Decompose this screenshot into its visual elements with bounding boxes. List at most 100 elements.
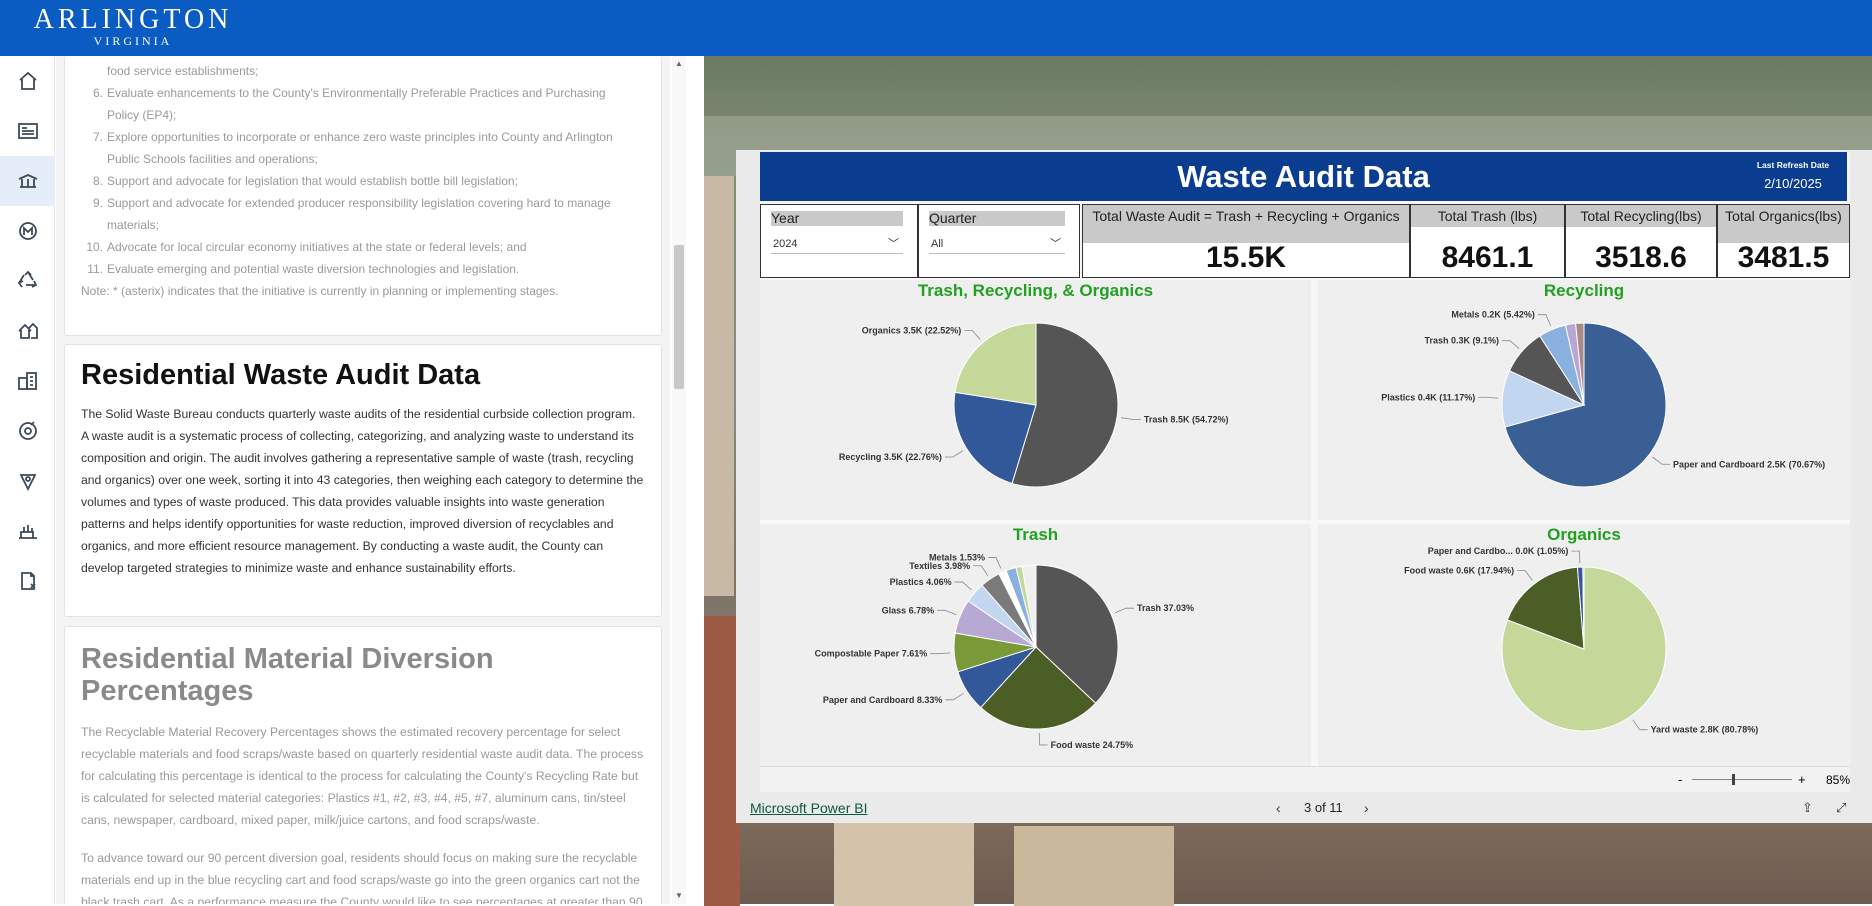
pie-leader-line [1120,417,1141,420]
pie-svg[interactable]: Trash 8.5K (54.72%) Recycling 3.5K (22.76… [760,280,1311,520]
pie-slice[interactable] [1504,322,1667,488]
scroll-down-arrow[interactable]: ▼ [675,891,683,900]
nav-buildings[interactable] [0,356,55,406]
pie-svg[interactable]: Yard waste 2.8K (80.78%) Food waste 0.6K … [1318,524,1850,766]
map-pin-icon [19,474,36,492]
powerbi-link[interactable]: Microsoft Power BI [750,800,868,816]
initiative-text: Support and advocate for extended produc… [107,196,611,210]
quarter-dropdown[interactable]: All ﹀ [929,234,1065,254]
pie-slice[interactable] [1501,566,1667,732]
initiative-item: 9. Support and advocate for extended prod… [81,192,645,214]
powerbi-footer: Microsoft Power BI ‹ 3 of 11 › ⇪ ⤢ [736,793,1872,823]
kpi-total-trash-value: 8461.1 [1441,241,1534,274]
pie-leader-line [1632,719,1648,731]
year-filter: Year 2024 ﹀ [760,204,918,278]
pie-slice[interactable] [1575,322,1585,406]
initiative-text: Support and advocate for legislation tha… [107,174,518,188]
kpi-total-audit-value: 15.5K [1205,241,1287,274]
pie-slice[interactable] [1021,564,1037,648]
zoom-minus[interactable]: - [1678,772,1683,787]
kpi-total-organics: Total Organics(lbs) 3481.5 [1717,204,1850,278]
kpi-total-audit: Total Waste Audit = Trash + Recycling + … [1082,204,1410,278]
pie-slice[interactable] [954,322,1037,406]
pie-slice-label: Trash 37.03% [1137,603,1194,613]
nav-waste[interactable] [0,156,55,206]
diversion-body-2: To advance toward our 90 percent diversi… [81,851,643,904]
refresh-box: Last Refresh Date 2/10/2025 [1743,156,1843,197]
initiative-item: 10. Advocate for local circular economy i… [81,236,645,258]
nav-parks[interactable] [0,406,55,456]
zoom-plus[interactable]: + [1798,772,1806,787]
pie-slice[interactable] [1506,566,1585,650]
powerbi-embed: Waste Audit Data Last Refresh Date 2/10/… [736,150,1872,823]
initiatives-list: food service establishments; 6. Evaluate e… [81,60,645,280]
logo-line1: ARLINGTON [33,4,233,35]
pie-svg[interactable]: Paper and Cardboard 2.5K (70.67%) Plastic… [1318,280,1850,520]
pie-slice[interactable] [953,391,1037,485]
nav-document[interactable] [0,556,55,606]
audit-section-title: Residential Waste Audit Data [81,359,481,391]
nav-food[interactable] [0,506,55,556]
pie-slice-label: Metals 0.2K (5.42%) [1451,310,1535,320]
pie-slice[interactable] [1035,564,1119,704]
year-dropdown[interactable]: 2024 ﹀ [771,234,903,254]
initiative-item: 7. Explore opportunities to incorporate o… [81,126,645,148]
pie-svg[interactable]: Trash 37.03% Food waste 24.75% Paper and C… [760,524,1311,766]
pie-leader-line [1571,550,1581,564]
pie-leader-line [930,652,951,655]
fullscreen-icon[interactable]: ⤢ [1836,800,1847,815]
share-icon[interactable]: ⇪ [1802,800,1813,815]
initiative-item: materials; [81,214,645,236]
prev-page-icon[interactable]: ‹ [1276,800,1281,816]
housing-icon [17,322,38,339]
main-content: food service establishments; 6. Evaluate e… [56,56,670,904]
pie-slice-label: Yard waste 2.8K (80.78%) [1651,725,1759,735]
initiative-text: Advocate for local circular economy init… [107,240,527,254]
pie-slice-label: Recycling 3.5K (22.76%) [839,452,942,462]
pie-slice-label: Paper and Cardboard 2.5K (70.67%) [1673,459,1825,469]
scroll-up-arrow[interactable]: ▲ [675,59,683,68]
nav-metro[interactable] [0,206,55,256]
audit-card: Residential Waste Audit Data The Solid W… [64,344,662,617]
chart-trash-recycling-organics: Trash, Recycling, & Organics Trash 8.5K … [760,280,1311,520]
next-page-icon[interactable]: › [1364,800,1369,816]
report-titlebar: Waste Audit Data Last Refresh Date 2/10/… [760,152,1847,201]
zoom-level: 85% [1826,773,1851,787]
left-nav [0,56,55,904]
pie-slice-label: Textiles 3.98% [909,561,970,571]
zoom-slider[interactable] [1692,779,1792,780]
arlington-logo[interactable]: ARLINGTON VIRGINIA [22,4,244,48]
report-canvas: Waste Audit Data Last Refresh Date 2/10/… [760,152,1850,766]
pie-slice[interactable] [1582,566,1585,650]
chart-title: Trash, Recycling, & Organics [917,281,1154,300]
nav-news[interactable] [0,106,55,156]
pie-slice-label: Organics 3.5K (22.52%) [862,326,962,336]
initiative-text: Explore opportunities to incorporate or … [107,130,613,144]
pie-slice[interactable] [1011,322,1119,488]
quarter-filter: Quarter All ﹀ [918,204,1080,278]
initiative-number: 10. [86,240,103,254]
pie-slice-label: Paper and Cardboard 8.33% [823,695,943,705]
pie-leader-line [1114,607,1134,614]
pie-slice-label: Trash 8.5K (54.72%) [1144,414,1229,424]
zoom-slider-handle[interactable] [1732,774,1735,785]
chart-recycling: Recycling Paper and Cardboard 2.5K (70.6… [1318,280,1850,520]
scroll-thumb[interactable] [674,245,684,389]
photo-building-4 [1014,826,1174,906]
nav-recycle[interactable] [0,256,55,306]
nav-housing[interactable] [0,306,55,356]
pie-leader-line [987,557,1002,569]
document-icon [20,572,36,590]
photo-building-2 [704,616,740,906]
nav-location[interactable] [0,456,55,506]
nav-home[interactable] [0,56,55,106]
pie-slice-label: Metals 1.53% [929,553,985,563]
initiative-item: 11. Evaluate emerging and potential waste… [81,258,645,280]
pie-leader-line [945,692,964,701]
pie-slice-label: Paper and Cardbo... 0.0K (1.05%) [1428,546,1569,556]
initiative-number: 6. [92,86,103,100]
pie-slice[interactable] [979,646,1097,730]
quarter-label: Quarter [929,211,1065,226]
zoom-bar: - + 85% [760,766,1850,792]
content-scrollbar[interactable]: ▲ ▼ [672,56,686,904]
